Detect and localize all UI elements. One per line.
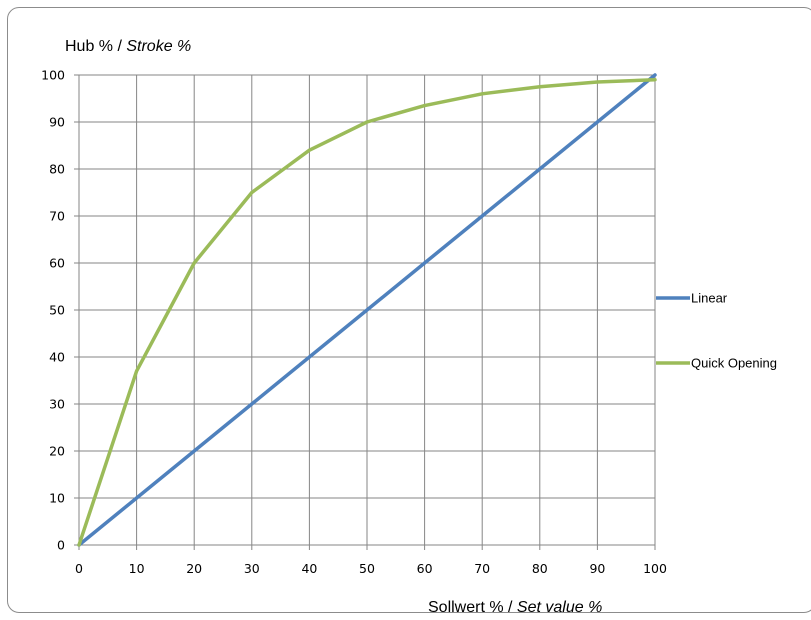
x-axis-ticks: 0 10 20 30 40 50 60 70 80 90 100 xyxy=(75,561,667,576)
x-tick-label: 50 xyxy=(359,561,375,576)
y-axis-label: Hub % / Stroke % xyxy=(65,38,191,55)
y-axis-label-main: Hub % / xyxy=(65,38,126,55)
legend-label: Linear xyxy=(691,291,728,306)
series-lines xyxy=(77,73,657,547)
x-tick-label: 100 xyxy=(643,561,667,576)
series-line-quick-opening xyxy=(77,77,657,547)
legend-label: Quick Opening xyxy=(691,356,777,371)
series-line-linear xyxy=(77,73,657,547)
x-tick-label: 30 xyxy=(244,561,260,576)
y-tick-label: 10 xyxy=(49,491,65,506)
y-tick-label: 50 xyxy=(49,303,65,318)
y-tick-label: 40 xyxy=(49,350,65,365)
x-tick-label: 10 xyxy=(129,561,145,576)
y-tick-label: 70 xyxy=(49,209,65,224)
x-axis-label-italic: Set value % xyxy=(517,599,602,616)
x-axis-label: Sollwert % / Set value % xyxy=(428,599,602,616)
y-tick-label: 30 xyxy=(49,397,65,412)
y-tick-label: 20 xyxy=(49,444,65,459)
legend-item-quick-opening: Quick Opening xyxy=(656,356,777,371)
y-tick-label: 60 xyxy=(49,256,65,271)
legend-item-linear: Linear xyxy=(656,291,728,306)
x-tick-label: 80 xyxy=(532,561,548,576)
y-tick-label: 80 xyxy=(49,162,65,177)
y-axis-ticks: 0 10 20 30 40 50 60 70 80 90 100 xyxy=(41,68,65,553)
y-tick-label: 0 xyxy=(57,538,65,553)
x-axis-label-main: Sollwert % / xyxy=(428,599,517,616)
x-tick-label: 40 xyxy=(301,561,317,576)
y-tick-label: 100 xyxy=(41,68,65,83)
x-tick-label: 70 xyxy=(474,561,490,576)
y-axis-label-italic: Stroke % xyxy=(126,38,191,55)
y-tick-label: 90 xyxy=(49,115,65,130)
x-tick-label: 90 xyxy=(589,561,605,576)
x-tick-label: 60 xyxy=(417,561,433,576)
legend: Linear Quick Opening xyxy=(656,291,777,371)
x-tick-label: 0 xyxy=(75,561,83,576)
x-tick-label: 20 xyxy=(186,561,202,576)
